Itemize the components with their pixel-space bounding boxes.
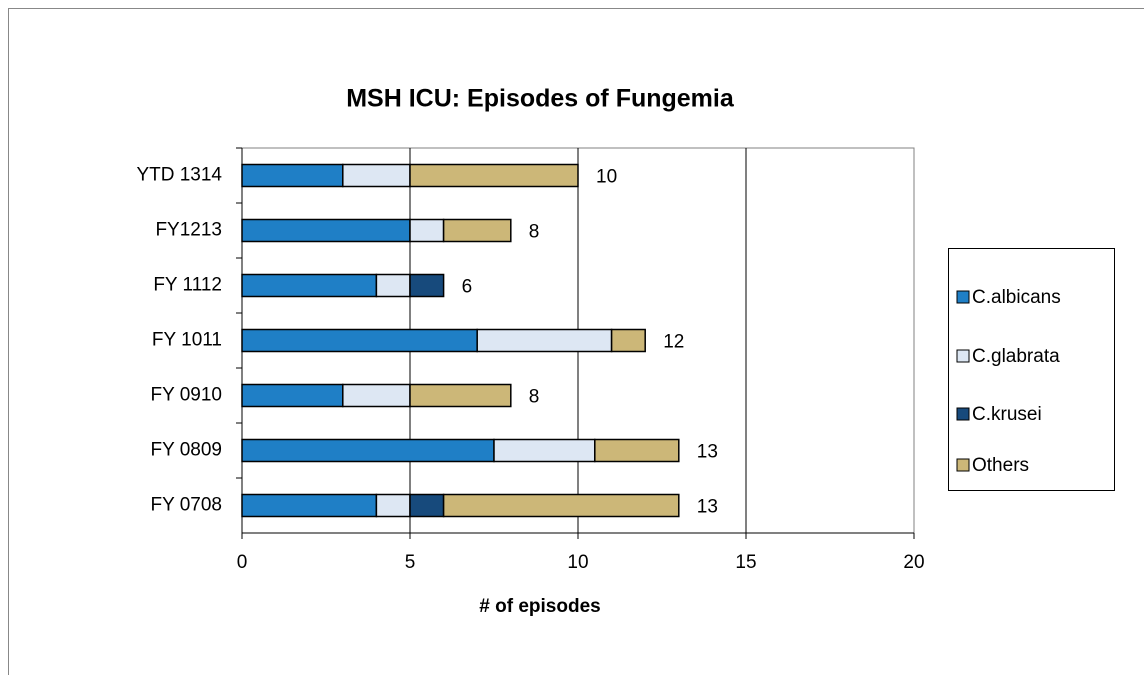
bar-segment bbox=[242, 275, 376, 297]
legend-swatch bbox=[957, 350, 969, 362]
y-tick-label: YTD 1314 bbox=[136, 165, 222, 186]
y-tick-label: FY 1011 bbox=[152, 330, 222, 351]
x-axis-label: # of episodes bbox=[479, 596, 600, 617]
x-tick-label: 20 bbox=[903, 552, 924, 573]
bar-segment bbox=[410, 495, 444, 517]
total-label: 8 bbox=[529, 222, 540, 243]
bar-segment bbox=[242, 440, 494, 462]
bar-segment bbox=[343, 165, 410, 187]
y-tick-label: FY 0708 bbox=[151, 495, 222, 516]
bar-segment bbox=[410, 165, 578, 187]
bar-segment bbox=[612, 330, 646, 352]
bar-segment bbox=[595, 440, 679, 462]
legend-swatch bbox=[957, 408, 969, 420]
legend-label: C.glabrata bbox=[972, 346, 1060, 367]
bar-segment bbox=[410, 275, 444, 297]
bar-segment bbox=[410, 385, 511, 407]
legend-label: Others bbox=[972, 455, 1029, 476]
bar-segment bbox=[410, 220, 444, 242]
bar-segment bbox=[494, 440, 595, 462]
bar-segment bbox=[376, 275, 410, 297]
bar-segment bbox=[343, 385, 410, 407]
total-label: 6 bbox=[462, 277, 473, 298]
bar-segment bbox=[242, 330, 477, 352]
bar-segment bbox=[242, 220, 410, 242]
total-label: 12 bbox=[663, 332, 684, 353]
legend-label: C.albicans bbox=[972, 287, 1061, 308]
x-tick-label: 15 bbox=[735, 552, 756, 573]
bar-segment bbox=[242, 495, 376, 517]
bar-segment bbox=[242, 385, 343, 407]
y-tick-label: FY 1112 bbox=[153, 275, 222, 296]
total-label: 13 bbox=[697, 442, 718, 463]
x-tick-label: 10 bbox=[567, 552, 588, 573]
y-tick-label: FY1213 bbox=[155, 220, 222, 241]
y-tick-label: FY 0809 bbox=[151, 440, 222, 461]
x-tick-label: 5 bbox=[405, 552, 416, 573]
bar-segment bbox=[242, 165, 343, 187]
legend-swatch bbox=[957, 459, 969, 471]
x-tick-label: 0 bbox=[237, 552, 248, 573]
bar-segment bbox=[444, 495, 679, 517]
y-tick-label: FY 0910 bbox=[151, 385, 222, 406]
legend-swatch bbox=[957, 291, 969, 303]
bar-segment bbox=[444, 220, 511, 242]
bar-segment bbox=[477, 330, 611, 352]
chart-title: MSH ICU: Episodes of Fungemia bbox=[346, 85, 735, 113]
total-label: 13 bbox=[697, 497, 718, 518]
bar-segment bbox=[376, 495, 410, 517]
total-label: 8 bbox=[529, 387, 540, 408]
total-label: 10 bbox=[596, 167, 617, 188]
legend-label: C.krusei bbox=[972, 404, 1042, 425]
